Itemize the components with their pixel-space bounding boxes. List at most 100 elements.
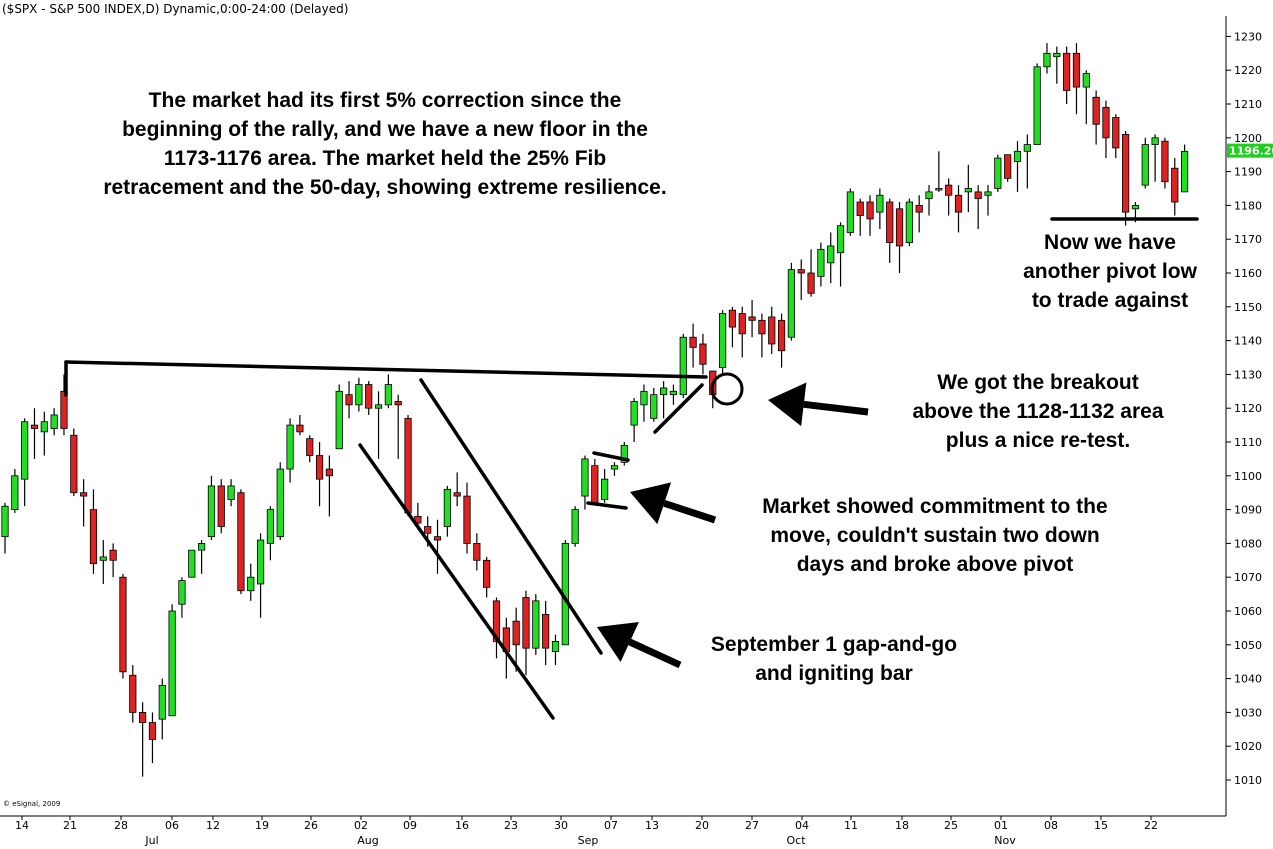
- candle: [1092, 90, 1100, 145]
- candle: [404, 414, 412, 517]
- candle: [365, 381, 373, 415]
- candle: [974, 185, 982, 230]
- y-tick-label: 1020: [1234, 740, 1262, 753]
- x-tick-label: 21: [63, 819, 77, 832]
- arrow-head: [630, 482, 672, 525]
- last-price-box: [1227, 143, 1273, 158]
- candle: [492, 597, 501, 659]
- arrow-shaft: [628, 638, 682, 669]
- candle: [836, 222, 845, 287]
- candle-body: [237, 492, 245, 592]
- candle-body: [188, 549, 196, 578]
- candle-body: [404, 417, 412, 514]
- correction-note-line: retracement and the 50-day, showing extr…: [103, 176, 667, 199]
- candle: [1072, 43, 1081, 115]
- candle: [876, 188, 884, 230]
- commitment-note-line: move, couldn't sustain two down: [770, 524, 1100, 547]
- candle: [512, 607, 520, 672]
- candle-body: [365, 384, 373, 409]
- candle: [256, 533, 265, 618]
- candle: [551, 634, 560, 666]
- candle-body: [325, 468, 333, 477]
- candle-body: [247, 576, 255, 592]
- x-tick-label: 04: [795, 819, 809, 832]
- candle: [11, 469, 19, 513]
- candle: [650, 387, 658, 422]
- candle-body: [70, 434, 78, 494]
- candle: [247, 563, 255, 601]
- candle: [699, 333, 707, 375]
- candle: [1102, 100, 1110, 159]
- candle-body: [109, 549, 117, 561]
- candle: [1171, 158, 1179, 216]
- candle-body: [148, 722, 157, 740]
- candle-body: [355, 384, 363, 406]
- candle: [70, 428, 78, 497]
- candle: [394, 394, 402, 459]
- breakout-note-line: plus a nice re-test.: [945, 429, 1131, 452]
- y-tick-label: 1140: [1234, 335, 1262, 348]
- y-tick-label: 1200: [1234, 132, 1262, 145]
- candle: [728, 306, 737, 348]
- candle-body: [827, 245, 835, 264]
- candle: [463, 482, 471, 554]
- y-tick-label: 1210: [1234, 98, 1262, 111]
- candle: [21, 418, 29, 507]
- candle: [994, 154, 1002, 192]
- candle: [925, 185, 933, 216]
- candle: [895, 202, 904, 273]
- candle-body: [129, 674, 137, 713]
- candle: [954, 185, 963, 233]
- gap-and-go-note-line: and igniting bar: [755, 662, 913, 685]
- candle: [384, 374, 392, 409]
- candle: [1043, 43, 1051, 74]
- candle-body: [758, 319, 766, 335]
- candle: [522, 590, 530, 676]
- candle: [1004, 154, 1012, 182]
- candle: [148, 712, 157, 764]
- candle: [768, 306, 776, 355]
- x-tick-label: 30: [554, 819, 568, 832]
- candle: [188, 549, 196, 578]
- pivot-low-note: Now we have another pivot low to trade a…: [1004, 228, 1216, 315]
- candle: [797, 259, 805, 301]
- candle-body: [158, 684, 166, 720]
- breakout-note-line: We got the breakout: [937, 371, 1139, 394]
- candle-body: [197, 543, 206, 551]
- candle-body: [984, 191, 992, 196]
- candle: [473, 533, 481, 571]
- candle-body: [512, 620, 520, 646]
- arrow-shaft: [663, 499, 717, 524]
- candle-body: [276, 468, 284, 538]
- candle-body: [630, 401, 638, 426]
- candle: [197, 540, 206, 574]
- candle-body: [905, 201, 913, 243]
- candle: [1013, 141, 1022, 192]
- x-axis: 14 21 28 06 12 19 26 02 09 16 23 30 07 13 20 27 04 11 18 25…: [15, 816, 1158, 847]
- candle-body: [266, 509, 275, 544]
- candle: [30, 408, 39, 459]
- candle-body: [954, 194, 963, 213]
- candle-body: [473, 543, 481, 561]
- last-price-label: 1196.20: [1229, 145, 1273, 158]
- candle-body: [974, 191, 982, 200]
- pivot-low-note-line: another pivot low: [1023, 260, 1197, 283]
- candle-body: [777, 319, 786, 352]
- candle-body: [207, 485, 216, 538]
- candle: [984, 185, 992, 216]
- x-tick-label: 20: [695, 819, 709, 832]
- candle: [748, 300, 756, 338]
- candle: [178, 577, 186, 618]
- candle-body: [945, 184, 953, 196]
- x-tick-label: 16: [455, 819, 469, 832]
- y-tick-label: 1080: [1234, 537, 1262, 550]
- candle-body: [925, 191, 933, 200]
- candle: [40, 411, 48, 456]
- x-tick-label: 25: [944, 819, 958, 832]
- candle: [817, 242, 825, 287]
- candle-body: [80, 492, 88, 497]
- pivot-low-note-line: to trade against: [1031, 289, 1189, 312]
- candle: [640, 384, 648, 422]
- candle-body: [394, 401, 402, 406]
- candle: [846, 188, 854, 236]
